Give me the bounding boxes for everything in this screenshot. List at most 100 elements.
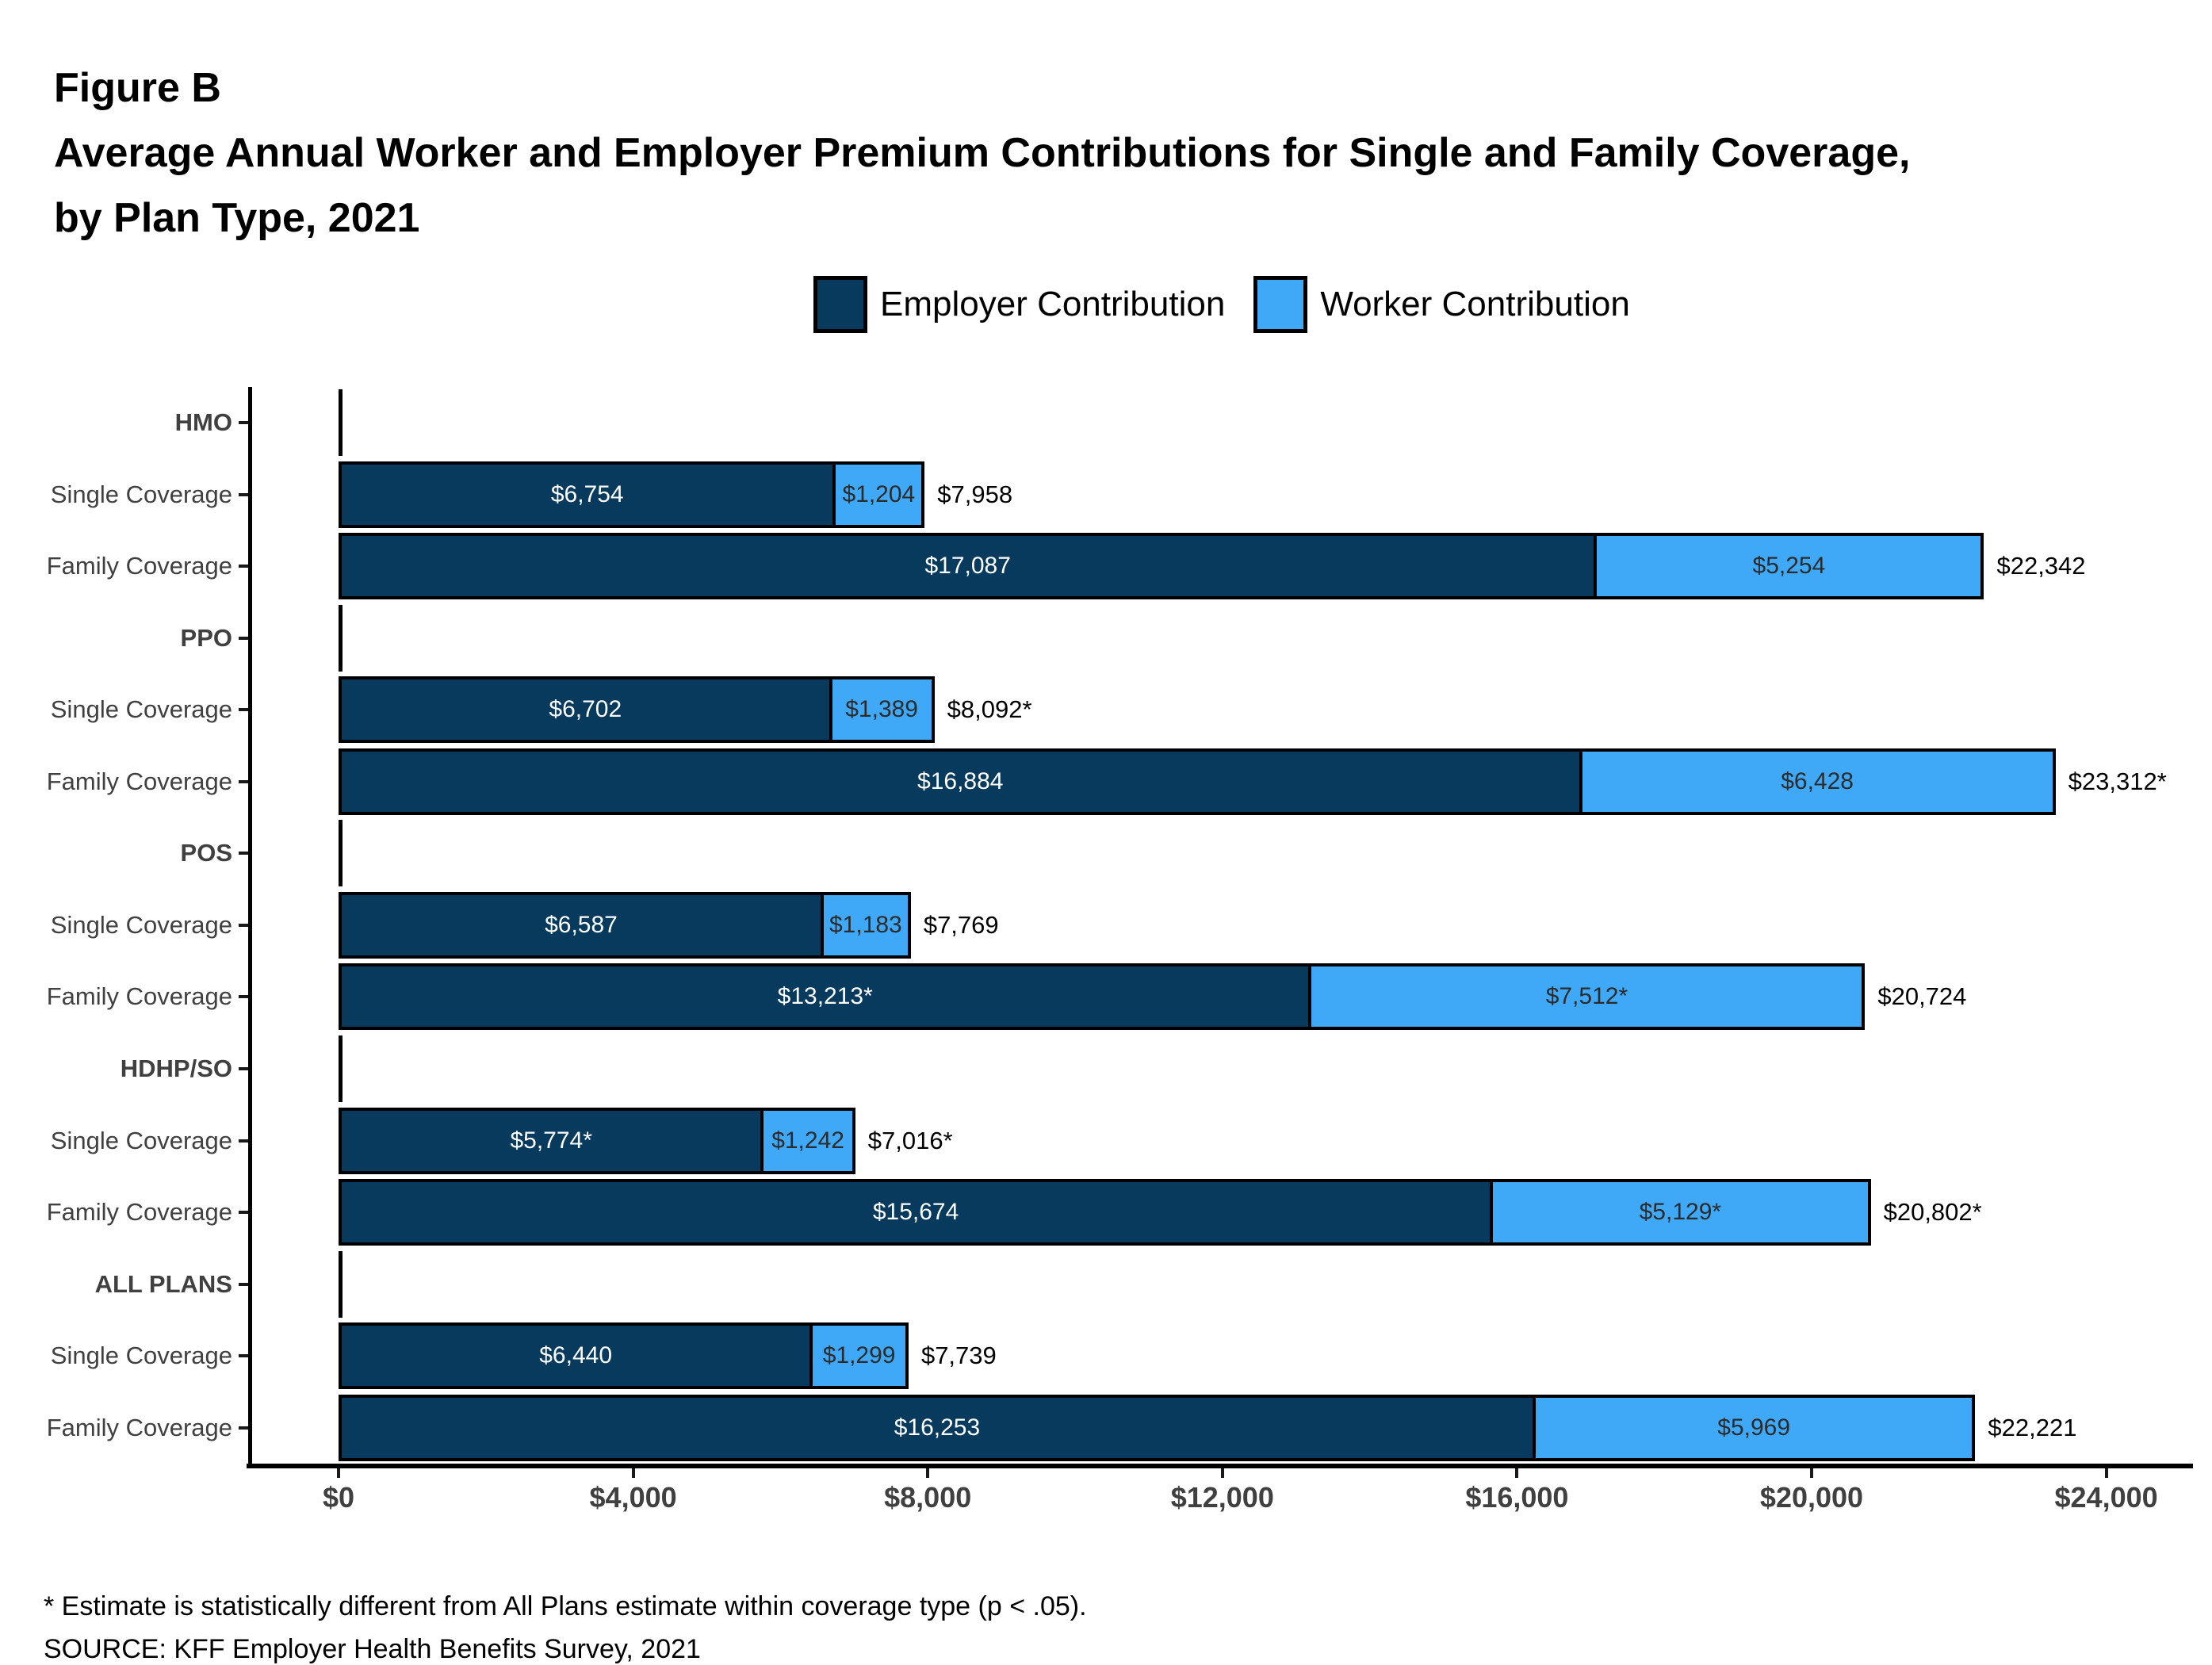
x-axis-tick-label: $24,000	[2054, 1481, 2158, 1514]
y-axis-tick	[239, 565, 250, 568]
chart-row: Family Coverage $16,253 $5,969 $22,221	[0, 1391, 2212, 1464]
worker-value-label: $5,969	[1717, 1414, 1791, 1441]
employer-value-label: $15,674	[872, 1199, 959, 1226]
employer-value-label: $16,253	[894, 1414, 981, 1441]
employer-bar-segment: $13,213*	[339, 963, 1312, 1031]
employer-value-label: $6,440	[539, 1342, 613, 1369]
chart-row: Single Coverage $6,587 $1,183 $7,769	[0, 890, 2212, 962]
worker-bar-segment: $1,299	[809, 1322, 909, 1390]
y-axis-tick	[239, 1139, 250, 1143]
worker-bar-segment: $1,242	[760, 1107, 855, 1174]
y-axis-tick	[239, 1282, 250, 1286]
zero-value-bar	[339, 1250, 343, 1318]
employer-color-swatch	[813, 276, 867, 333]
chart-row: HDHP/SO	[0, 1033, 2212, 1105]
legend: Employer Contribution Worker Contributio…	[813, 276, 1630, 333]
coverage-label: Family Coverage	[46, 982, 232, 1011]
x-axis-tick-label: $12,000	[1170, 1481, 1274, 1514]
employer-bar-segment: $16,884	[339, 748, 1582, 815]
legend-item-worker: Worker Contribution	[1253, 276, 1630, 333]
chart-title-line-1: Average Annual Worker and Employer Premi…	[54, 130, 1911, 176]
employer-bar-segment: $5,774*	[339, 1107, 764, 1174]
employer-value-label: $6,702	[549, 696, 622, 723]
total-value-label: $22,342	[1996, 552, 2086, 580]
title-block: Figure B Average Annual Worker and Emplo…	[54, 56, 1910, 251]
total-value-label: $20,802*	[1883, 1198, 1982, 1227]
chart-row: Family Coverage $13,213* $7,512* $20,724	[0, 961, 2212, 1033]
chart-row: Single Coverage $6,440 $1,299 $7,739	[0, 1320, 2212, 1392]
total-value-label: $8,092*	[947, 695, 1032, 724]
chart-row: Single Coverage $5,774* $1,242 $7,016*	[0, 1104, 2212, 1177]
y-axis-line	[248, 387, 252, 1468]
y-axis-tick	[239, 923, 250, 927]
employer-bar-segment: $6,754	[339, 461, 836, 528]
x-axis-tick	[631, 1468, 635, 1478]
plan-type-label: POS	[180, 839, 232, 867]
worker-bar-segment: $1,204	[832, 461, 925, 528]
total-value-label: $23,312*	[2068, 767, 2167, 795]
employer-value-label: $6,754	[550, 480, 624, 507]
employer-bar-segment: $15,674	[339, 1179, 1494, 1246]
employer-value-label: $17,087	[924, 553, 1011, 580]
zero-value-bar	[339, 1035, 343, 1103]
worker-value-label: $1,389	[845, 696, 918, 723]
total-value-label: $22,221	[1988, 1413, 2077, 1441]
x-axis-tick	[337, 1468, 340, 1478]
y-axis-tick	[239, 492, 250, 496]
y-axis-tick	[239, 852, 250, 855]
x-axis-tick	[2104, 1468, 2108, 1478]
x-axis-tick-label: $20,000	[1759, 1481, 1864, 1514]
chart-row: Family Coverage $16,884 $6,428 $23,312*	[0, 746, 2212, 818]
coverage-label: Family Coverage	[46, 767, 232, 795]
worker-bar-segment: $5,254	[1594, 533, 1984, 600]
y-axis-tick	[239, 995, 250, 999]
chart-row: HMO	[0, 387, 2212, 459]
worker-bar-segment: $1,183	[820, 891, 911, 959]
plan-type-label: HMO	[174, 408, 232, 437]
y-axis-tick	[239, 708, 250, 712]
zero-value-bar	[339, 604, 343, 672]
coverage-label: Single Coverage	[50, 480, 232, 508]
worker-bar-segment: $1,389	[829, 676, 935, 744]
chart-row: PPO	[0, 603, 2212, 675]
employer-bar-segment: $17,087	[339, 533, 1598, 600]
x-axis-tick-label: $16,000	[1465, 1481, 1569, 1514]
figure-label: Figure B	[54, 65, 221, 111]
coverage-label: Family Coverage	[46, 1198, 232, 1227]
employer-bar-segment: $16,253	[339, 1394, 1536, 1461]
zero-value-bar	[339, 820, 343, 887]
chart-row: ALL PLANS	[0, 1248, 2212, 1320]
x-axis-tick	[926, 1468, 930, 1478]
y-axis-tick	[239, 421, 250, 425]
x-axis-tick-label: $8,000	[884, 1481, 972, 1514]
worker-value-label: $7,512*	[1545, 983, 1628, 1010]
total-value-label: $7,016*	[867, 1126, 953, 1154]
y-axis-tick	[239, 1426, 250, 1430]
worker-value-label: $1,299	[822, 1342, 896, 1369]
coverage-label: Family Coverage	[46, 552, 232, 580]
chart-title-line-2: by Plan Type, 2021	[54, 195, 420, 241]
legend-label-worker: Worker Contribution	[1320, 285, 1630, 323]
worker-bar-segment: $6,428	[1579, 748, 2056, 815]
worker-color-swatch	[1253, 276, 1308, 333]
chart-row: POS	[0, 817, 2212, 890]
y-axis-tick	[239, 636, 250, 640]
y-axis-tick	[239, 1211, 250, 1215]
footnote-source: SOURCE: KFF Employer Health Benefits Sur…	[44, 1634, 701, 1664]
worker-bar-segment: $7,512*	[1308, 963, 1866, 1031]
employer-bar-segment: $6,702	[339, 676, 832, 744]
chart-row: Family Coverage $17,087 $5,254 $22,342	[0, 530, 2212, 603]
zero-value-bar	[339, 389, 343, 457]
plan-type-label: ALL PLANS	[94, 1269, 232, 1298]
employer-bar-segment: $6,440	[339, 1322, 813, 1390]
employer-bar-segment: $6,587	[339, 891, 824, 959]
chart-row: Single Coverage $6,702 $1,389 $8,092*	[0, 674, 2212, 746]
worker-bar-segment: $5,969	[1532, 1394, 1976, 1461]
worker-value-label: $5,254	[1752, 553, 1826, 580]
employer-value-label: $13,213*	[777, 983, 873, 1010]
coverage-label: Single Coverage	[50, 910, 232, 939]
coverage-label: Single Coverage	[50, 1126, 232, 1154]
x-axis-tick	[1515, 1468, 1519, 1478]
